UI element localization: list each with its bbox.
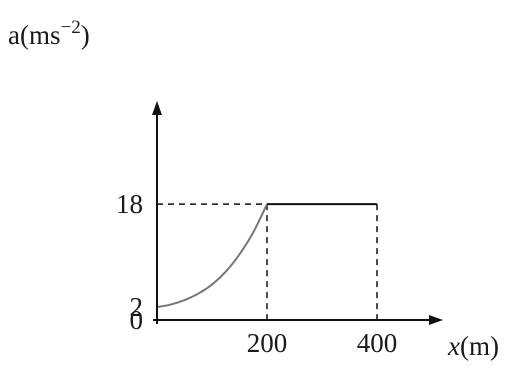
series-group [156, 203, 377, 309]
y-axis-label: a(ms−2) [8, 17, 90, 50]
x-axis-arrowhead-icon [429, 315, 443, 325]
tick-labels: 200 400 02 18 [116, 189, 397, 358]
y-tick-label-18: 18 [116, 189, 143, 219]
x-tick-label-200: 200 [247, 328, 288, 358]
axes [152, 101, 443, 325]
series-line-1-curve [156, 203, 268, 309]
x-tick-label-400: 400 [357, 328, 398, 358]
y-axis-label-main: a(ms [8, 20, 60, 50]
x-axis-label-unit: (m) [460, 331, 499, 361]
y-axis-label-close: ) [81, 20, 90, 50]
guide-lines [157, 203, 378, 320]
x-axis-label: x(m) [447, 331, 499, 361]
y-tick-label-2: 2 [130, 292, 144, 322]
x-axis-label-variable: x [447, 331, 460, 361]
y-tick-label-0: 0 [130, 305, 144, 335]
y-axis-label-exponent: −2 [60, 17, 80, 38]
y-axis-arrowhead-icon [152, 101, 162, 116]
